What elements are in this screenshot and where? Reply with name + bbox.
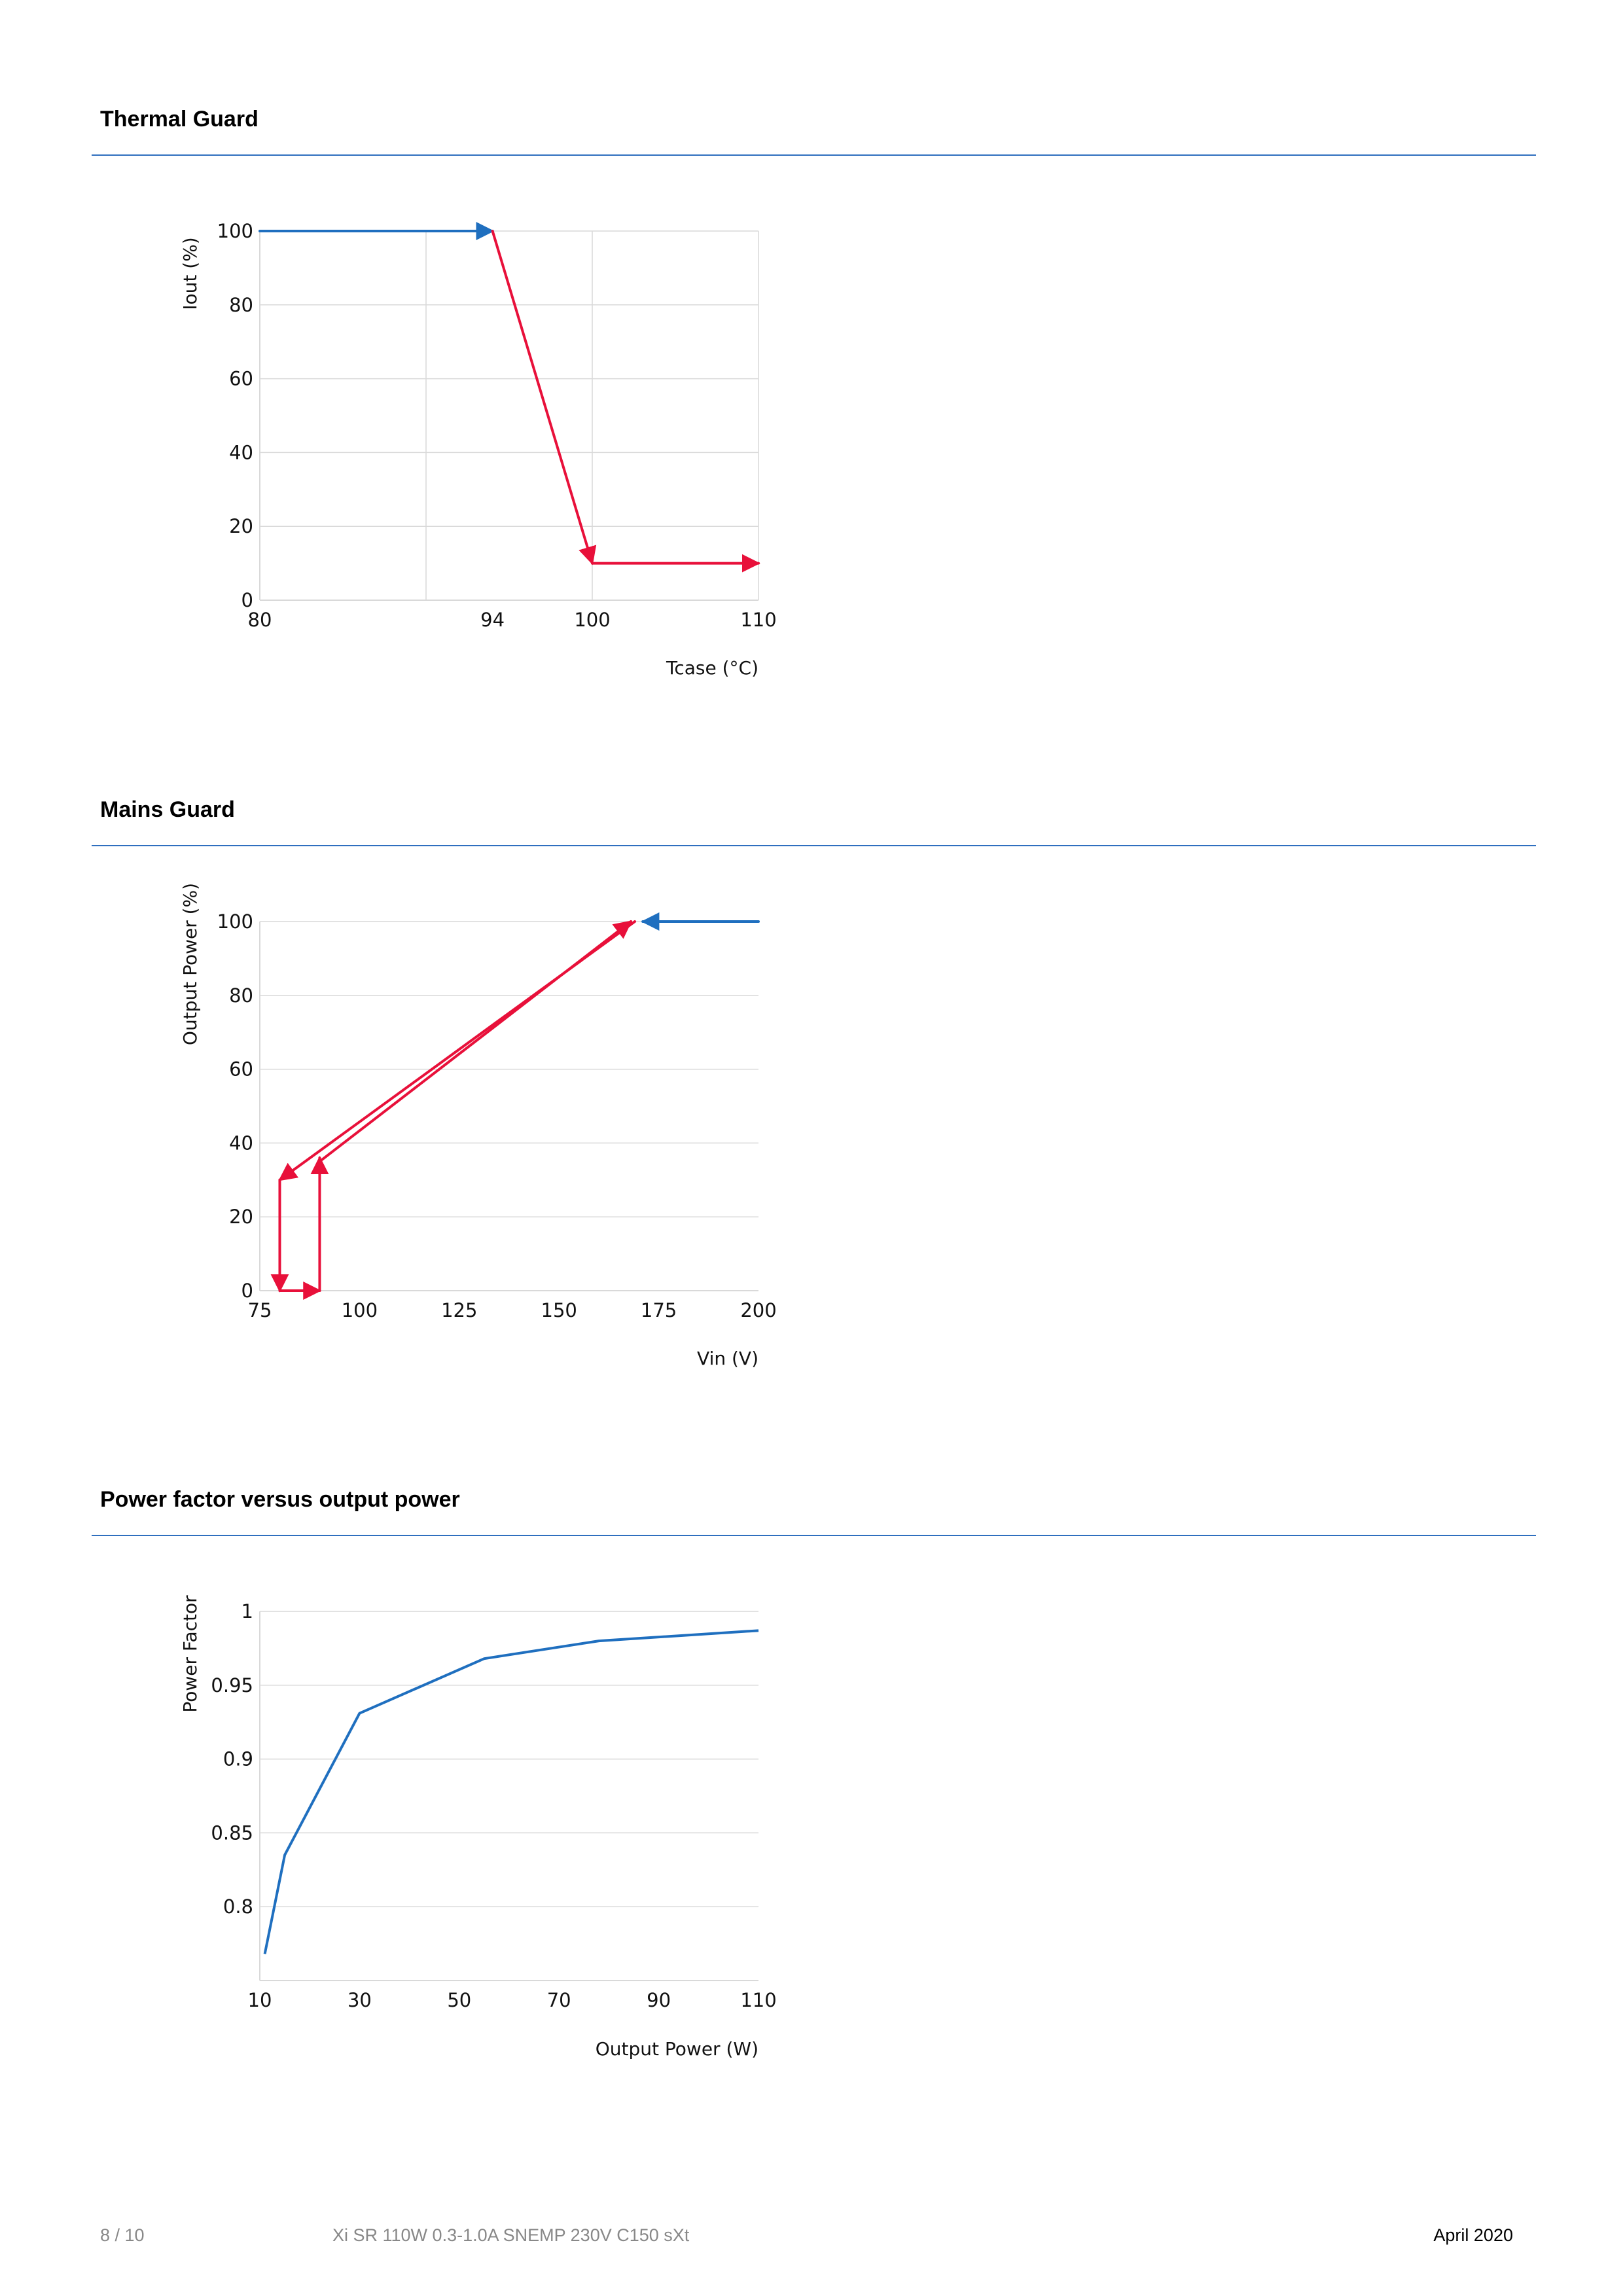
y-tick-label: 0 bbox=[241, 589, 253, 611]
y-tick-label: 40 bbox=[229, 1132, 253, 1154]
curve-segment bbox=[491, 230, 597, 565]
x-tick-label: 94 bbox=[480, 609, 505, 631]
x-tick-label: 100 bbox=[574, 609, 610, 631]
x-tick-label: 30 bbox=[348, 1989, 372, 2011]
x-tick-label: 80 bbox=[248, 609, 272, 631]
mains-guard-chart: 0 20 40 60 80 100 75 100 125 150 175 200 Vin (V) Outp… bbox=[179, 883, 777, 1369]
y-tick-label: 20 bbox=[229, 515, 253, 537]
x-tick-label: 175 bbox=[641, 1299, 677, 1321]
section-title-mains-guard: Mains Guard bbox=[100, 797, 235, 822]
section-title-thermal-guard: Thermal Guard bbox=[100, 107, 259, 132]
x-axis-label: Tcase (°C) bbox=[666, 657, 758, 679]
x-tick-label: 110 bbox=[740, 1989, 776, 2011]
y-tick-label: 100 bbox=[217, 910, 253, 933]
x-tick-label: 90 bbox=[647, 1989, 671, 2011]
y-tick-label: 0.9 bbox=[223, 1748, 253, 1770]
x-tick-label: 200 bbox=[740, 1299, 776, 1321]
document-date: April 2020 bbox=[1433, 2225, 1513, 2245]
y-axis-label: Power Factor bbox=[179, 1595, 201, 1713]
x-tick-label: 75 bbox=[248, 1299, 272, 1321]
y-axis-label: Output Power (%) bbox=[179, 883, 201, 1045]
section-divider bbox=[92, 154, 1536, 156]
curve-segment bbox=[318, 920, 633, 1163]
x-tick-label: 50 bbox=[447, 1989, 471, 2011]
x-tick-label: 70 bbox=[547, 1989, 571, 2011]
y-tick-label: 1 bbox=[241, 1600, 253, 1623]
y-tick-label: 40 bbox=[229, 441, 253, 463]
y-tick-label: 60 bbox=[229, 368, 253, 390]
y-tick-label: 80 bbox=[229, 294, 253, 316]
y-tick-label: 100 bbox=[217, 220, 253, 242]
x-tick-label: 10 bbox=[248, 1989, 272, 2011]
series-line bbox=[263, 1629, 759, 1954]
section-divider bbox=[92, 1535, 1536, 1536]
section-divider bbox=[92, 845, 1536, 846]
y-axis-label: Iout (%) bbox=[179, 237, 201, 310]
y-tick-label: 0.85 bbox=[211, 1821, 253, 1844]
y-tick-label: 80 bbox=[229, 984, 253, 1007]
y-tick-label: 0.95 bbox=[211, 1674, 253, 1696]
y-tick-label: 20 bbox=[229, 1206, 253, 1228]
x-tick-label: 150 bbox=[541, 1299, 577, 1321]
thermal-guard-chart: 0 20 40 60 80 100 80 94 100 110 Tcase (°C) Iout (%) bbox=[179, 220, 777, 679]
product-name: Xi SR 110W 0.3-1.0A SNEMP 230V C150 sXt bbox=[332, 2225, 690, 2245]
section-title-power-factor: Power factor versus output power bbox=[100, 1487, 460, 1512]
page-number: 8 / 10 bbox=[100, 2225, 145, 2245]
x-tick-label: 100 bbox=[342, 1299, 378, 1321]
x-axis-label: Vin (V) bbox=[697, 1348, 758, 1369]
x-tick-label: 125 bbox=[441, 1299, 477, 1321]
y-tick-label: 0.8 bbox=[223, 1895, 253, 1918]
y-tick-label: 60 bbox=[229, 1058, 253, 1081]
x-axis-label: Output Power (W) bbox=[596, 2038, 758, 2060]
x-tick-label: 110 bbox=[740, 609, 776, 631]
y-tick-label: 0 bbox=[241, 1280, 253, 1302]
